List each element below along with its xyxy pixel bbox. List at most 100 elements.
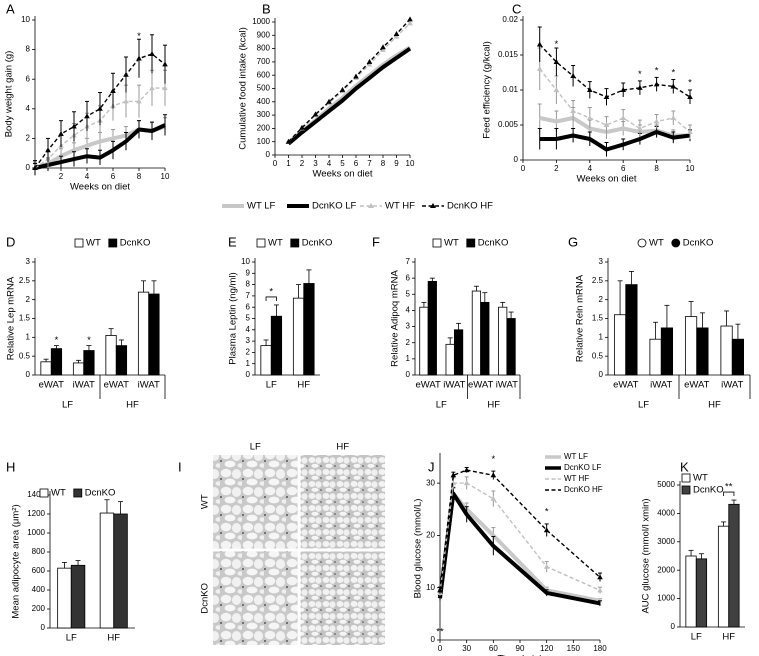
- y-tick-label: 200: [32, 604, 46, 613]
- bar: [50, 348, 63, 376]
- legend-label: WT: [444, 238, 459, 249]
- y-tick-label: 600: [257, 70, 271, 79]
- group-label: HF: [487, 400, 500, 411]
- group-label: LF: [638, 400, 649, 411]
- y-tick-label: 2: [26, 134, 31, 143]
- bar: [685, 555, 697, 628]
- x-tick-label: 4: [588, 164, 593, 173]
- point: [490, 495, 497, 501]
- point: [570, 108, 576, 113]
- series-line: [287, 18, 411, 143]
- y-tick-label: 1: [406, 354, 411, 363]
- x-tick-label: 8: [381, 159, 386, 168]
- series-line: [287, 46, 412, 146]
- panel-letter: A: [6, 1, 15, 16]
- x-tick-label: 6: [354, 159, 359, 168]
- y-tick-label: 0.5: [592, 351, 604, 360]
- group-label: HF: [126, 400, 139, 411]
- y-tick-label: 0: [671, 622, 676, 631]
- bar: [105, 335, 117, 376]
- y-tick-label: 1: [599, 332, 604, 341]
- bar: [292, 297, 305, 376]
- series-line: [539, 44, 691, 98]
- y-tick-label: 0: [514, 155, 519, 164]
- y-axis-label: Plasma Leptin (ng/ml): [228, 272, 239, 364]
- annotation: *: [655, 66, 659, 77]
- y-tick-label: 2: [246, 348, 251, 357]
- point: [380, 44, 386, 50]
- legend-label: WT HF: [385, 201, 415, 212]
- y-tick-label: 3: [26, 257, 31, 266]
- point: [285, 138, 292, 144]
- annotation: **: [725, 482, 733, 493]
- legend-marker: [256, 238, 266, 248]
- y-tick-label: 3000: [657, 537, 675, 546]
- point: [366, 58, 373, 64]
- bar: [660, 327, 674, 376]
- x-axis-label: Weeks on diet: [312, 169, 372, 180]
- bar: [303, 283, 315, 376]
- y-tick-label: 30: [426, 478, 435, 487]
- y-tick-label: 1.5: [19, 314, 31, 323]
- point: [543, 563, 550, 569]
- y-tick-label: 800: [257, 44, 271, 53]
- y-tick-label: 2: [599, 295, 604, 304]
- x-tick-label: eWAT: [415, 380, 441, 391]
- series-line: [539, 116, 690, 138]
- x-tick-label: 0: [438, 644, 443, 653]
- x-tick-label: 10: [406, 159, 415, 168]
- legend-label: DcnKO: [693, 485, 724, 496]
- panel-letter: H: [6, 459, 15, 474]
- x-tick-label: 10: [161, 172, 170, 181]
- y-tick-label: 9: [246, 268, 251, 277]
- x-tick-label: 5: [340, 159, 345, 168]
- group-label: HF: [708, 400, 721, 411]
- point: [553, 87, 560, 92]
- point: [393, 33, 400, 39]
- point: [312, 111, 319, 117]
- group-label: LF: [62, 400, 73, 411]
- bar: [471, 290, 482, 376]
- y-tick-label: 400: [32, 585, 46, 594]
- y-tick-label: 7: [246, 291, 251, 300]
- series-line: [439, 469, 601, 591]
- bar: [480, 301, 490, 376]
- point: [162, 85, 168, 91]
- bracket: [723, 491, 735, 497]
- legend-marker: [637, 238, 647, 248]
- y-axis-label: Mean adipocyte area (μm²): [11, 504, 22, 618]
- legend-label: DcnKO: [302, 238, 333, 249]
- legend-marker: [290, 238, 300, 248]
- point: [536, 66, 543, 71]
- x-tick-label: 90: [516, 644, 525, 653]
- x-tick-label: HF: [297, 380, 310, 391]
- y-tick-label: 8: [26, 45, 31, 54]
- y-tick-label: 1000: [27, 528, 45, 537]
- legend-marker: [73, 488, 83, 498]
- annotation: *: [638, 69, 642, 80]
- panel-letter: D: [6, 234, 15, 249]
- y-tick-label: 0: [41, 623, 46, 632]
- y-axis-label: Body weight gain (g): [4, 51, 15, 138]
- legend-label: DcnKO: [85, 488, 116, 499]
- series-line: [539, 130, 691, 152]
- y-tick-label: 4000: [657, 509, 675, 518]
- x-tick-label: 3: [313, 159, 318, 168]
- point: [587, 87, 593, 92]
- y-tick-label: 2: [406, 338, 411, 347]
- point: [687, 129, 693, 134]
- point: [670, 115, 677, 120]
- column-label: HF: [336, 442, 349, 453]
- bar: [419, 306, 429, 376]
- point: [299, 124, 305, 130]
- y-axis-label: Relative Lep mRNA: [6, 276, 17, 360]
- x-tick-label: 6: [111, 172, 116, 181]
- group-label: LF: [436, 400, 447, 411]
- panel-letter: F: [372, 234, 380, 249]
- x-tick-label: iWAT: [73, 380, 95, 391]
- x-tick-label: HF: [107, 633, 120, 644]
- bar: [148, 293, 160, 376]
- bar: [40, 361, 52, 376]
- legend-label: DcnKO: [683, 238, 714, 249]
- x-tick-label: 30: [462, 644, 471, 653]
